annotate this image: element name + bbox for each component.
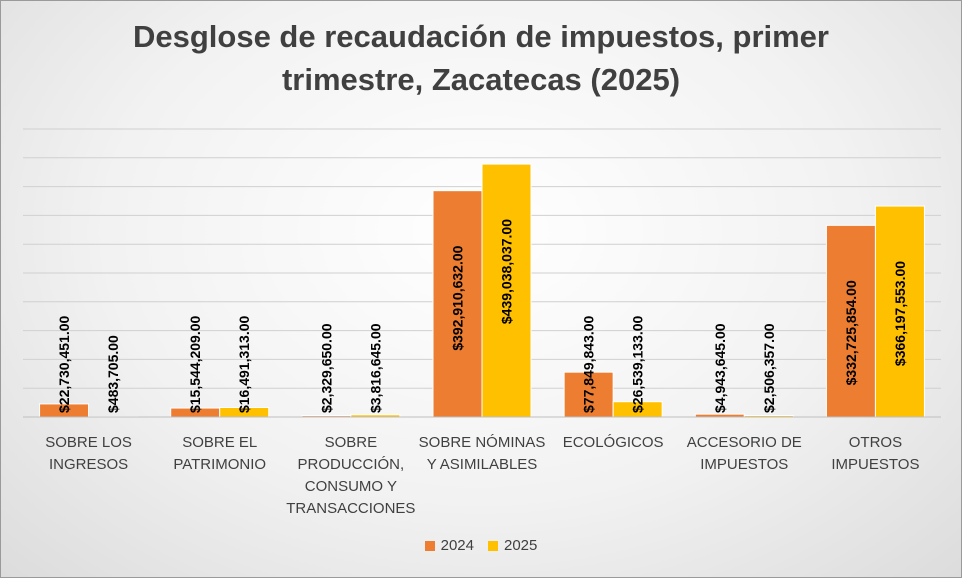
data-label: $483,705.00 — [105, 335, 121, 413]
data-label: $4,943,645.00 — [712, 323, 728, 413]
bar-2025-7 — [874, 205, 925, 418]
bar-2024-5 — [563, 371, 614, 418]
category-label: ECOLÓGICOS — [563, 434, 664, 451]
data-label: $439,038,037.00 — [499, 219, 515, 324]
data-label: $22,730,451.00 — [56, 315, 72, 413]
data-label: $332,725,854.00 — [843, 280, 859, 385]
bar-2024-4 — [432, 190, 483, 418]
data-label: $16,491,313.00 — [236, 315, 252, 413]
data-label: $392,910,632.00 — [450, 245, 466, 350]
category-label: ACCESORIO DE IMPUESTOS — [687, 434, 802, 473]
category-label: OTROS IMPUESTOS — [831, 434, 919, 473]
data-label: $2,329,650.00 — [318, 323, 334, 413]
legend-label: 2024 — [440, 537, 474, 554]
data-label: $366,197,553.00 — [892, 261, 908, 366]
legend-swatch — [488, 540, 498, 551]
bar-2025-4 — [481, 163, 532, 418]
data-label: $26,539,133.00 — [630, 315, 646, 413]
chart-title: Desglose de recaudación de impuestos, pr… — [132, 19, 829, 97]
category-label: SOBRE LOS INGRESOS — [45, 434, 132, 473]
category-label: SOBRE EL PATRIMONIO — [173, 434, 266, 473]
legend-item-2024: 2024 — [424, 537, 474, 554]
category-label: SOBRE NÓMINAS Y ASIMILABLES — [419, 434, 546, 473]
data-label: $2,506,357.00 — [761, 323, 777, 413]
data-label: $77,849,843.00 — [581, 315, 597, 413]
legend-item-2025: 2025 — [488, 537, 537, 554]
chart-legend: 2024 2025 — [1, 537, 961, 554]
data-label: $15,544,209.00 — [187, 315, 203, 413]
bar-2024-7 — [825, 224, 876, 418]
legend-label: 2025 — [504, 537, 538, 554]
data-label: $3,816,645.00 — [367, 323, 383, 413]
category-label: SOBRE PRODUCCIÓN, CONSUMO Y TRANSACCIONES — [286, 434, 415, 517]
legend-swatch — [424, 540, 435, 551]
